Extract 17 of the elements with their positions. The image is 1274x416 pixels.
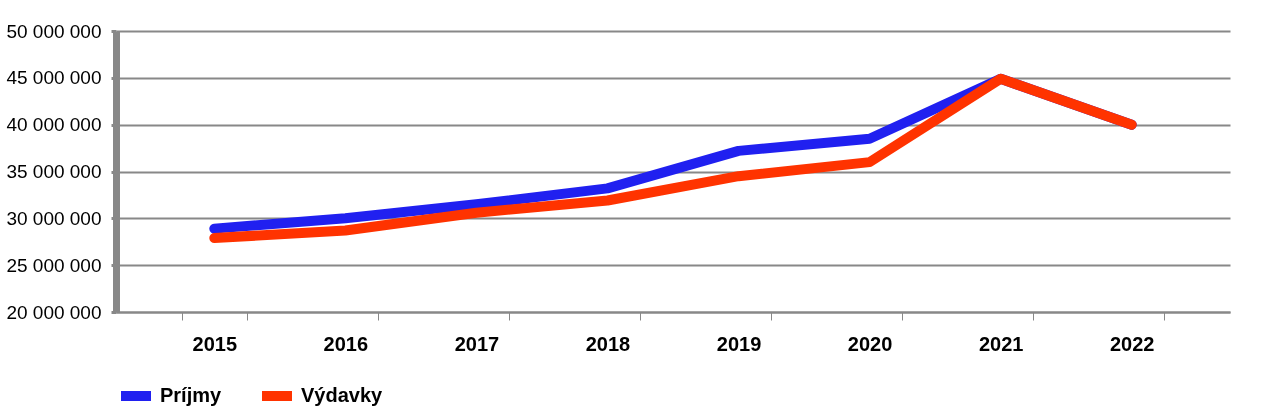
- y-tick-label: 40 000 000: [6, 114, 102, 136]
- x-tick-label: 2018: [585, 332, 631, 355]
- y-tick-label: 50 000 000: [6, 20, 102, 42]
- x-tick-label: 2022: [1109, 332, 1155, 355]
- x-tick-label: 2021: [978, 332, 1024, 355]
- y-tick-label: 35 000 000: [6, 161, 102, 182]
- x-tick-label: 2019: [716, 332, 762, 355]
- y-tick-label: 30 000 000: [6, 207, 102, 229]
- x-tick-label: 2016: [323, 332, 369, 355]
- y-tick-label: 45 000 000: [6, 67, 102, 89]
- x-tick-label: 2015: [192, 332, 238, 355]
- y-tick-label: 20 000 000: [6, 301, 102, 323]
- legend-label: Príjmy: [160, 384, 223, 406]
- legend-label: Výdavky: [301, 384, 384, 406]
- x-tick-label: 2020: [847, 332, 893, 355]
- x-tick-label: 2017: [454, 332, 500, 355]
- y-tick-label: 25 000 000: [6, 254, 102, 276]
